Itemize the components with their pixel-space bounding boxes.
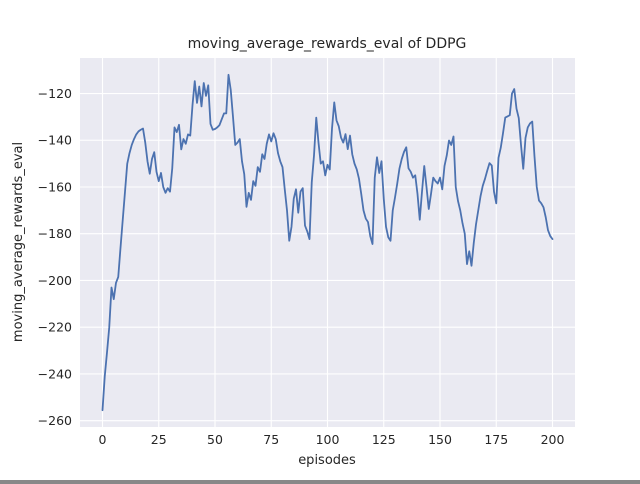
y-tick-label: −180: [38, 226, 72, 241]
x-tick-label: 100: [316, 432, 340, 447]
x-tick-label: 200: [541, 432, 565, 447]
y-tick-label: −260: [38, 413, 72, 428]
y-tick-label: −220: [38, 320, 72, 335]
x-axis-label: episodes: [298, 453, 356, 468]
x-tick-label: 175: [484, 432, 508, 447]
y-tick-label: −200: [38, 273, 72, 288]
y-tick-label: −160: [38, 179, 72, 194]
y-tick-label: −140: [38, 133, 72, 148]
x-tick-label: 75: [263, 432, 279, 447]
y-tick-label: −120: [38, 86, 72, 101]
x-tick-label: 150: [428, 432, 452, 447]
y-tick-labels: −120 −140 −160 −180 −200 −220 −240 −260: [38, 86, 72, 428]
x-tick-label: 25: [151, 432, 167, 447]
y-tick-label: −240: [38, 366, 72, 381]
x-tick-label: 50: [207, 432, 223, 447]
x-tick-label: 0: [99, 432, 107, 447]
reward-line: [101, 73, 554, 412]
y-axis-label: moving_average_rewards_eval: [11, 142, 26, 342]
grid-lines: [80, 58, 575, 427]
chart-title: moving_average_rewards_eval of DDPG: [188, 36, 467, 52]
x-tick-label: 125: [372, 432, 396, 447]
x-tick-labels: 0 25 50 75 100 125 150 175 200: [99, 432, 565, 447]
